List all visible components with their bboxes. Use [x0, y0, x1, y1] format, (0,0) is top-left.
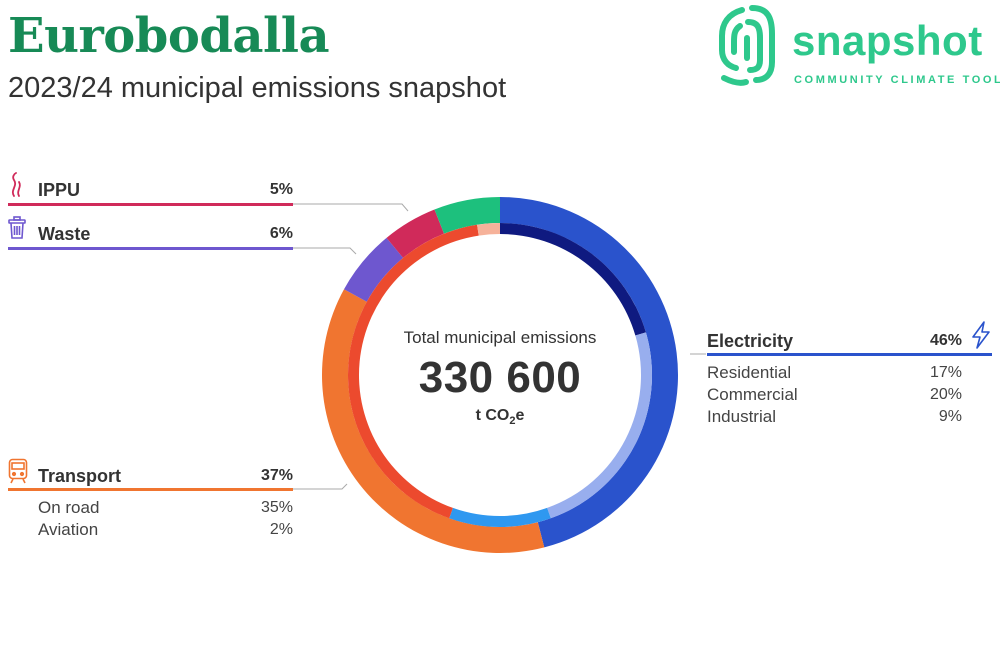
electricity-sub-industrial-pct: 9% [938, 408, 962, 425]
leader-lines [293, 203, 706, 490]
inner-ring [347, 223, 652, 527]
page-title: Eurobodalla [8, 8, 330, 64]
outer-slice-ippu [386, 209, 445, 258]
chimney-smoke-icon [11, 172, 21, 197]
train-icon [8, 458, 28, 484]
outer-slice-electricity [500, 197, 678, 548]
electricity-rule [707, 353, 992, 356]
ippu-label: IPPU [38, 180, 81, 200]
electricity-sub-residential-pct: 17% [929, 364, 962, 381]
electricity-sub-commercial-label: Commercial [707, 385, 798, 404]
leader-line-waste [293, 247, 357, 255]
inner-slice-aviation [477, 223, 500, 236]
waste-pct: 6% [269, 225, 293, 242]
inner-slice-commercial [547, 332, 652, 519]
snapshot-logo: snapshot COMMUNITY CLIMATE TOOL [712, 0, 1000, 92]
inner-slice-residential [500, 223, 646, 336]
logo-tagline: COMMUNITY CLIMATE TOOL [794, 74, 1000, 86]
inner-slice-on-road [347, 224, 479, 519]
total-unit: t CO2e [475, 407, 525, 428]
outer-slice-agriculture [434, 197, 500, 234]
transport-label: Transport [38, 466, 122, 486]
outer-ring [322, 197, 678, 553]
transport-sub-onroad-pct: 35% [260, 499, 293, 516]
transport-sub-onroad-label: On road [38, 498, 100, 517]
outer-slice-waste [344, 237, 404, 302]
transport-pct: 37% [260, 467, 293, 484]
transport-sub-aviation-label: Aviation [38, 520, 99, 539]
lightning-icon [972, 321, 990, 349]
total-value: 330 600 [418, 353, 582, 402]
leader-line-transport [293, 483, 348, 490]
total-label: Total municipal emissions [403, 328, 597, 347]
center-summary: Total municipal emissions 330 600 t CO2e [380, 326, 620, 431]
electricity-label: Electricity [707, 331, 794, 351]
ippu-pct: 5% [269, 181, 293, 198]
outer-slice-transport [322, 289, 545, 553]
fingerprint-logo-icon [719, 5, 775, 86]
transport-sub-aviation-pct: 2% [269, 521, 293, 538]
waste-rule [8, 247, 293, 250]
electricity-sub-industrial-label: Industrial [707, 407, 776, 426]
leader-line-ippu [293, 203, 409, 212]
transport-rule [8, 488, 293, 491]
waste-label: Waste [38, 224, 91, 244]
logo-wordmark: snapshot [792, 17, 983, 64]
electricity-sub-commercial-pct: 20% [929, 386, 962, 403]
inner-slice-industrial [449, 507, 551, 527]
trash-bin-icon [8, 216, 26, 239]
electricity-pct: 46% [929, 332, 962, 349]
page-subtitle: 2023/24 municipal emissions snapshot [8, 72, 507, 104]
ippu-rule [8, 203, 293, 206]
electricity-sub-residential-label: Residential [707, 363, 792, 382]
